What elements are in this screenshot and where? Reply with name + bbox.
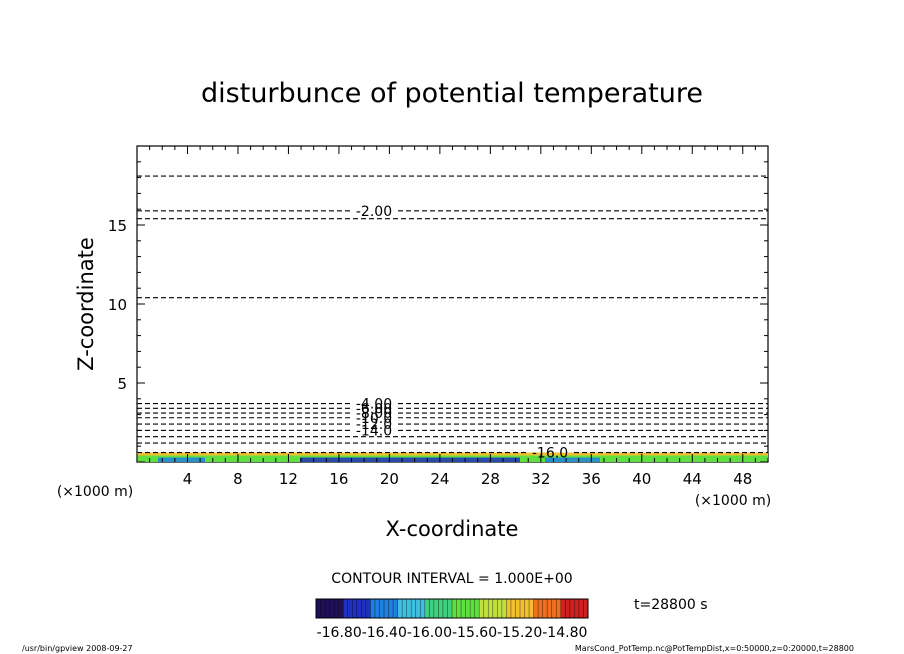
time-label: t=28800 s (634, 597, 708, 613)
x-tick-label: 28 (481, 470, 500, 488)
contour-label: -8.00 (356, 406, 392, 422)
shade-top (137, 452, 768, 456)
y-unit-label: (×1000 m) (57, 484, 133, 500)
y-axis-ticks: 5 10 15 (108, 145, 768, 463)
x-tick-label: 44 (683, 470, 702, 488)
chart-title: disturbunce of potential temperature (201, 78, 703, 109)
surface-shading (137, 452, 768, 462)
x-tick-label: 4 (183, 470, 193, 488)
x-tick-label: 36 (582, 470, 601, 488)
x-tick-label: 40 (632, 470, 651, 488)
colorbar-tick-labels: -16.80-16.40-16.00-15.60-15.20-14.80 (317, 625, 588, 641)
y-axis-label: Z-coordinate (74, 237, 98, 371)
shade-cell (158, 457, 205, 462)
x-tick-label: 32 (531, 470, 550, 488)
contour-label: -14.0 (356, 423, 392, 439)
contour-lines: -2.00 -4.00-6.00-8.00-10.0-12.0-14.0 -16.0 (137, 175, 768, 462)
contour-label: -2.00 (356, 204, 392, 220)
contour-interval-label: CONTOUR INTERVAL = 1.000E+00 (331, 571, 572, 587)
footer-left: /usr/bin/gpview 2008-09-27 (22, 644, 133, 653)
shade-cell (300, 457, 520, 462)
plot-area (136, 145, 769, 463)
footer-right: MarsCond_PotTemp.nc@PotTempDist,x=0:5000… (575, 644, 854, 653)
contour-label: -12.0 (356, 417, 392, 433)
contour-label: -6.00 (356, 401, 392, 417)
colorbar-frame (315, 598, 589, 619)
x-tick-label: 48 (733, 470, 752, 488)
contour-label: -4.00 (356, 397, 392, 413)
x-tick-label: 24 (430, 470, 449, 488)
shade-cell (545, 457, 600, 462)
y-tick-label: 15 (108, 217, 127, 235)
y-tick-label: 10 (108, 296, 127, 314)
x-tick-label: 16 (329, 470, 348, 488)
x-tick-label: 20 (380, 470, 399, 488)
x-axis-label: X-coordinate (386, 517, 519, 541)
contour-label: -10.0 (356, 411, 392, 427)
x-tick-label: 8 (233, 470, 243, 488)
x-tick-label: 12 (279, 470, 298, 488)
colorbar (315, 599, 589, 618)
shade-base (137, 452, 768, 462)
contour-label: -16.0 (532, 446, 568, 462)
y-tick-label: 5 (117, 375, 127, 393)
x-axis-ticks: 4 8 12 16 20 24 28 32 36 40 44 48 (136, 146, 769, 488)
x-unit-label: (×1000 m) (695, 493, 771, 509)
